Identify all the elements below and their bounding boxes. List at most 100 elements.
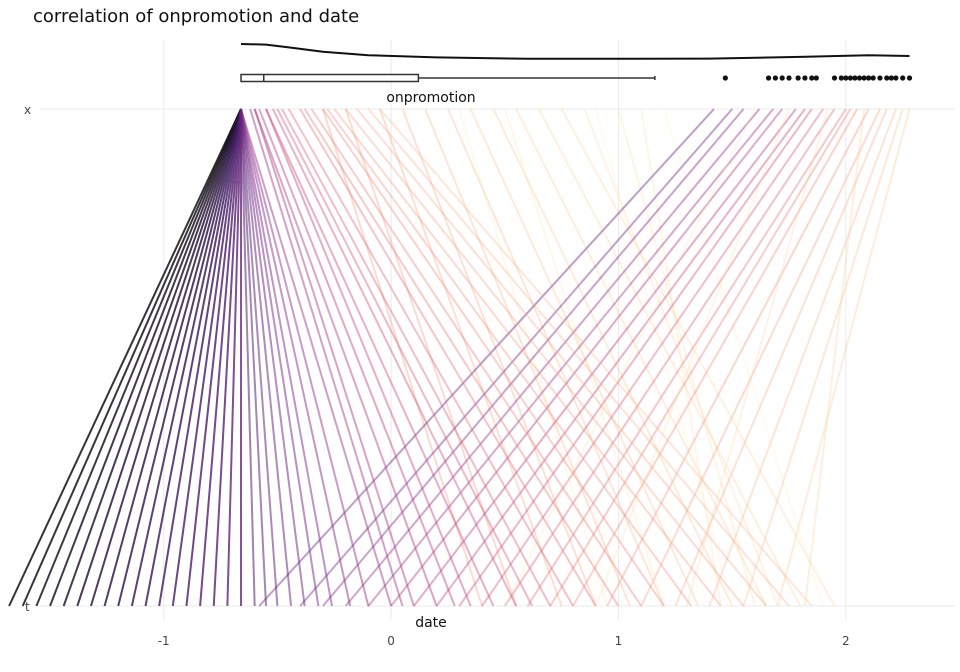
box-label: onpromotion bbox=[386, 90, 475, 106]
box-outlier-19 bbox=[884, 75, 890, 81]
series-line-mid-0 bbox=[240, 108, 256, 607]
series-line-cross-13 bbox=[572, 108, 859, 607]
series-line-dark-4 bbox=[62, 108, 242, 607]
x-tick-label-1: 0 bbox=[387, 634, 395, 648]
series-line-cross-3 bbox=[344, 108, 761, 607]
box-outlier-11 bbox=[843, 75, 849, 81]
box-outlier-8 bbox=[813, 75, 819, 81]
series-line-mid-20 bbox=[299, 108, 597, 607]
series-line-cross-19 bbox=[776, 108, 911, 607]
series-line-cross-6 bbox=[413, 108, 797, 607]
box-outlier-13 bbox=[852, 75, 858, 81]
series-line-mid-24 bbox=[326, 108, 693, 607]
series-line-cross-1 bbox=[299, 108, 733, 607]
box-iqr bbox=[240, 73, 420, 83]
x-tick-label-3: 2 bbox=[842, 634, 850, 648]
x-axis-ticks: -1 0 1 2 bbox=[158, 634, 850, 648]
x-tick-label-0: -1 bbox=[158, 634, 170, 648]
series-line-dark-14 bbox=[199, 108, 243, 607]
series-line-mid-28 bbox=[367, 108, 790, 607]
series-line-light-0 bbox=[321, 108, 483, 607]
series-line-dark-7 bbox=[103, 108, 242, 607]
series-line-cross-17 bbox=[708, 108, 897, 607]
series-line-dark-0 bbox=[8, 108, 242, 607]
series-line-mid-4 bbox=[240, 108, 306, 607]
series-line-dark-1 bbox=[21, 108, 242, 607]
series-line-mid-12 bbox=[253, 108, 438, 607]
series-line-mid-19 bbox=[287, 108, 574, 607]
box-outlier-9 bbox=[831, 75, 838, 81]
series-line-dark-3 bbox=[49, 108, 242, 607]
series-line-mid-29 bbox=[378, 108, 813, 607]
series-line-mid-8 bbox=[240, 108, 370, 607]
series-line-light-3 bbox=[401, 108, 597, 607]
series-line-dark-12 bbox=[171, 108, 243, 607]
bottom-axis-label: t bbox=[25, 600, 30, 614]
series-line-mid-9 bbox=[240, 108, 393, 607]
x-axis-label: date bbox=[415, 615, 447, 631]
box-outlier-17 bbox=[870, 75, 876, 81]
series-line-cross-21 bbox=[685, 108, 829, 607]
series-line-dark-2 bbox=[35, 108, 242, 607]
box-outlier-6 bbox=[802, 75, 808, 81]
box-outlier-22 bbox=[900, 75, 906, 81]
box-outlier-4 bbox=[786, 75, 792, 81]
series-line-dark-8 bbox=[117, 108, 242, 607]
box-outlier-21 bbox=[893, 75, 899, 81]
series-line-dark-11 bbox=[158, 108, 243, 607]
series-line-mid-14 bbox=[265, 108, 472, 607]
series-line-light-16 bbox=[663, 108, 825, 607]
series-line-light-4 bbox=[424, 108, 631, 607]
series-line-cross-7 bbox=[435, 108, 806, 607]
series-line-cross-11 bbox=[526, 108, 847, 607]
box-outlier-14 bbox=[856, 75, 863, 81]
box-outlier-3 bbox=[779, 75, 785, 81]
series-line-mid-1 bbox=[240, 108, 268, 607]
series-line-cross-12 bbox=[549, 108, 852, 607]
series-line-dark-13 bbox=[185, 108, 243, 607]
box-outlier-0 bbox=[722, 75, 728, 81]
box-outlier-10 bbox=[838, 75, 844, 81]
series-line-cross-14 bbox=[606, 108, 870, 607]
series-line-light-9 bbox=[538, 108, 802, 607]
top-axis-label: x bbox=[24, 103, 31, 117]
series-line-light-15 bbox=[458, 108, 609, 607]
series-line-cross-16 bbox=[674, 108, 888, 607]
series-line-cross-23 bbox=[503, 108, 756, 607]
series-line-cross-20 bbox=[803, 108, 866, 607]
box-outlier-7 bbox=[809, 75, 815, 81]
series-line-mid-13 bbox=[258, 108, 456, 607]
series-line-cross-10 bbox=[503, 108, 836, 607]
density-curve bbox=[240, 43, 910, 60]
series-line-light-14 bbox=[503, 108, 665, 607]
series-line-light-6 bbox=[469, 108, 699, 607]
series-line-dark-9 bbox=[130, 108, 243, 607]
series-line-mid-7 bbox=[240, 108, 352, 607]
series-line-mid-15 bbox=[265, 108, 495, 607]
box-outlier-5 bbox=[795, 75, 801, 81]
series-line-mid-16 bbox=[271, 108, 518, 607]
box-outlier-18 bbox=[877, 75, 883, 81]
series-line-dark-5 bbox=[76, 108, 242, 607]
grid bbox=[40, 40, 955, 620]
series-line-cross-4 bbox=[367, 108, 774, 607]
series-line-light-7 bbox=[492, 108, 734, 607]
series-line-cross-0 bbox=[258, 108, 715, 607]
box-outlier-1 bbox=[765, 75, 772, 81]
series-line-mid-6 bbox=[240, 108, 333, 607]
series-line-dark-6 bbox=[89, 108, 242, 607]
series-line-mid-17 bbox=[276, 108, 533, 607]
series-line-cross-2 bbox=[322, 108, 745, 607]
series-line-mid-11 bbox=[253, 108, 415, 607]
series-line-dark-15 bbox=[212, 108, 243, 607]
box-outlier-15 bbox=[861, 75, 867, 81]
series-line-mid-22 bbox=[310, 108, 643, 607]
series-line-mid-26 bbox=[344, 108, 745, 607]
series-line-light-13 bbox=[640, 108, 722, 607]
series-line-light-2 bbox=[378, 108, 563, 607]
series-line-cross-9 bbox=[481, 108, 824, 607]
series-line-mid-23 bbox=[322, 108, 665, 607]
x-tick-label-2: 1 bbox=[615, 634, 623, 648]
series-line-light-10 bbox=[560, 108, 836, 607]
